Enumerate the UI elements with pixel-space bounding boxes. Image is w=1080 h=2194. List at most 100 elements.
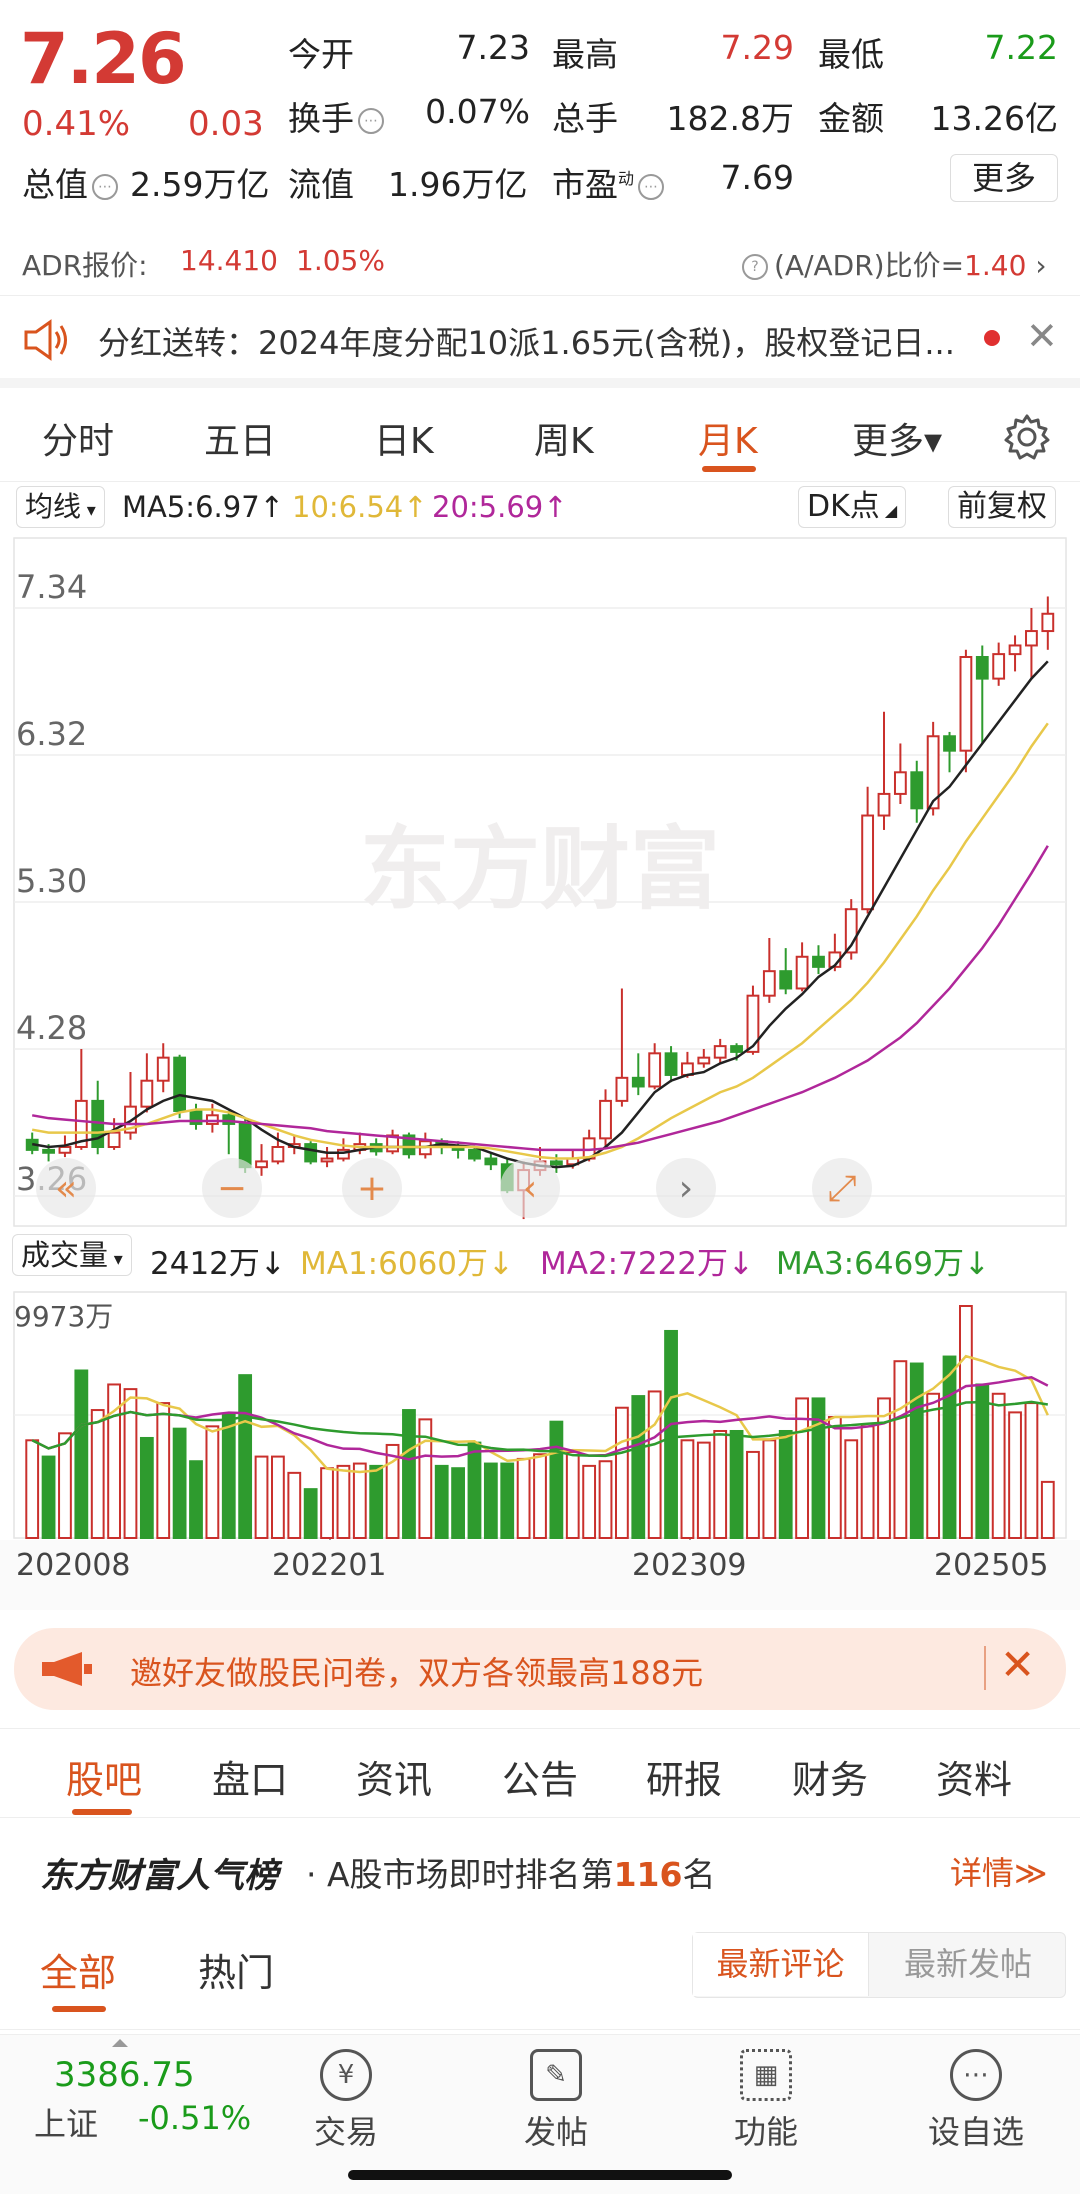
tab-profile[interactable]: 资料 (936, 1758, 1013, 1802)
tab-daily-k[interactable]: 日K (374, 421, 434, 462)
zoom-out-icon[interactable]: − (217, 1168, 247, 1209)
popularity-row[interactable]: 东方财富人气榜 · A股市场即时排名第116名 详情≫ (0, 1830, 1080, 1910)
kline-chart[interactable]: 东方财富 7.346.325.304.283.26 «−+‹›⤢ (0, 530, 1080, 1232)
volume-ma1: MA1:6060万↓ (300, 1246, 514, 1282)
gear-icon[interactable] (1002, 412, 1052, 462)
volume-indicator-selector[interactable]: 成交量 ▾ (12, 1234, 132, 1276)
dropdown-caret-icon: ▾ (108, 1249, 123, 1270)
tab-research[interactable]: 研报 (646, 1758, 723, 1802)
popularity-detail-link[interactable]: 详情≫ (950, 1854, 1048, 1892)
active-tab-indicator (52, 2006, 106, 2012)
turnover-label[interactable]: 换手 ⋯ (288, 92, 384, 140)
tab-five-day[interactable]: 五日 (204, 421, 277, 462)
ma-selector[interactable]: 均线 ▾ (16, 486, 105, 528)
zoom-out-icon-bg[interactable] (202, 1158, 262, 1218)
pe-value: 7.69 (720, 158, 794, 197)
volume-ma1-line (31, 1354, 1049, 1474)
candle-body (107, 1131, 121, 1149)
tab-more[interactable]: 更多▾ (852, 421, 943, 462)
tab-news[interactable]: 资讯 (356, 1758, 433, 1802)
close-icon[interactable]: ✕ (1026, 314, 1058, 358)
dk-point-button[interactable]: DK点 ◢ (798, 486, 907, 528)
volume-bar (1008, 1411, 1022, 1539)
candle-body (140, 1079, 154, 1108)
index-change: -0.51% (138, 2099, 252, 2137)
volume-chart[interactable]: 9973万 (0, 1282, 1080, 1540)
notice-text: 分红送转：2024年度分配10派1.65元(含税)，股权登记日... (98, 324, 955, 362)
megaphone-icon (42, 1652, 92, 1686)
invite-banner[interactable]: 邀好友做股民问卷，双方各领最高188元 ✕ (14, 1628, 1066, 1710)
volume-bar (795, 1397, 809, 1539)
more-quote-button[interactable]: 更多 (950, 154, 1058, 202)
dropdown-caret-icon: ▾ (81, 500, 96, 521)
scroll-left-icon-bg[interactable] (36, 1158, 96, 1218)
y-tick-label: 4.28 (16, 1009, 87, 1047)
tab-finance[interactable]: 财务 (792, 1758, 869, 1802)
tab-all[interactable]: 全部 (40, 1951, 117, 1995)
help-icon: ? (742, 254, 768, 280)
volume-bar (926, 1392, 941, 1539)
volume-bar (729, 1429, 744, 1539)
sort-latest-comments[interactable]: 最新评论 (693, 1933, 869, 1996)
step-left-icon[interactable]: ‹ (523, 1168, 537, 1209)
step-left-icon-bg[interactable] (500, 1158, 560, 1218)
volume-bar (451, 1467, 465, 1540)
chart-frame (13, 537, 1067, 1227)
tab-announcements[interactable]: 公告 (502, 1758, 579, 1802)
sort-latest-posts[interactable]: 最新发帖 (903, 1945, 1032, 1983)
pe-label[interactable]: 市盈动 ⋯ (552, 158, 665, 206)
candle-body (615, 1076, 629, 1102)
adjust-price-button[interactable]: 前复权 (948, 486, 1056, 528)
volume-bar (58, 1432, 72, 1539)
zoom-in-icon[interactable]: + (357, 1168, 387, 1209)
tab-intraday[interactable]: 分时 (42, 421, 115, 462)
scroll-left-icon[interactable]: « (55, 1168, 77, 1209)
candle-body (1008, 644, 1022, 656)
mktcap-label[interactable]: 总值 ⋯ (22, 158, 118, 206)
fullscreen-icon[interactable]: ⤢ (828, 1168, 857, 1209)
nav-trade[interactable]: ¥ 交易 (286, 2039, 406, 2153)
tab-pankou[interactable]: 盘口 (212, 1758, 289, 1802)
candle-body (271, 1146, 285, 1163)
volume-ma3: MA3:6469万↓ (776, 1246, 990, 1282)
nav-post[interactable]: ✎ 发帖 (496, 2039, 616, 2153)
volume-bar (942, 1355, 957, 1540)
fullscreen-icon-bg[interactable] (812, 1158, 872, 1218)
volume-bar (877, 1397, 891, 1539)
candle-body (1041, 612, 1055, 633)
corner-caret-icon: ◢ (879, 501, 898, 520)
volume-bar (434, 1464, 449, 1539)
adr-row[interactable]: ADR报价: 14.410 1.05% ? (A/ADR)比价=1.40 › (0, 232, 1080, 296)
volume-bar (680, 1439, 695, 1539)
index-value[interactable]: 3386.75 (54, 2055, 195, 2095)
zoom-in-icon-bg[interactable] (342, 1158, 402, 1218)
volume-bar (352, 1462, 367, 1539)
banner-text: 邀好友做股民问卷，双方各领最高188元 (130, 1654, 704, 1692)
ma10-line (31, 722, 1049, 1160)
candle-body (664, 1052, 678, 1076)
candle-body (222, 1114, 236, 1125)
candle-body (648, 1052, 662, 1088)
tab-weekly-k[interactable]: 周K (534, 421, 594, 462)
volume-bar (664, 1329, 678, 1539)
candle-body (877, 792, 891, 817)
candle-body (746, 994, 760, 1053)
tab-monthly-k[interactable]: 月K (698, 421, 758, 462)
volume-bar (598, 1460, 613, 1539)
x-label: 202309 (632, 1548, 747, 1583)
tab-hot[interactable]: 热门 (198, 1951, 275, 1995)
volume-bar (631, 1395, 646, 1539)
dividend-notice[interactable]: 分红送转：2024年度分配10派1.65元(含税)，股权登记日... ✕ (0, 296, 1080, 388)
step-right-icon[interactable]: › (679, 1168, 693, 1209)
volume-bar (516, 1457, 531, 1539)
float-value: 1.96万亿 (388, 165, 528, 204)
step-right-icon-bg[interactable] (656, 1158, 716, 1218)
tab-guba[interactable]: 股吧 (66, 1758, 143, 1802)
close-icon[interactable]: ✕ (1000, 1640, 1036, 1689)
volume-label: 总手 (552, 99, 618, 138)
nav-add-watchlist[interactable]: ⋯ 设自选 (916, 2039, 1036, 2153)
nav-functions[interactable]: ▦ 功能 (706, 2039, 826, 2153)
last-price: 7.26 (20, 18, 187, 100)
feed-tabs: 全部 热门 最新评论 最新发帖 (0, 1920, 1080, 2030)
volume-bar (336, 1464, 351, 1539)
